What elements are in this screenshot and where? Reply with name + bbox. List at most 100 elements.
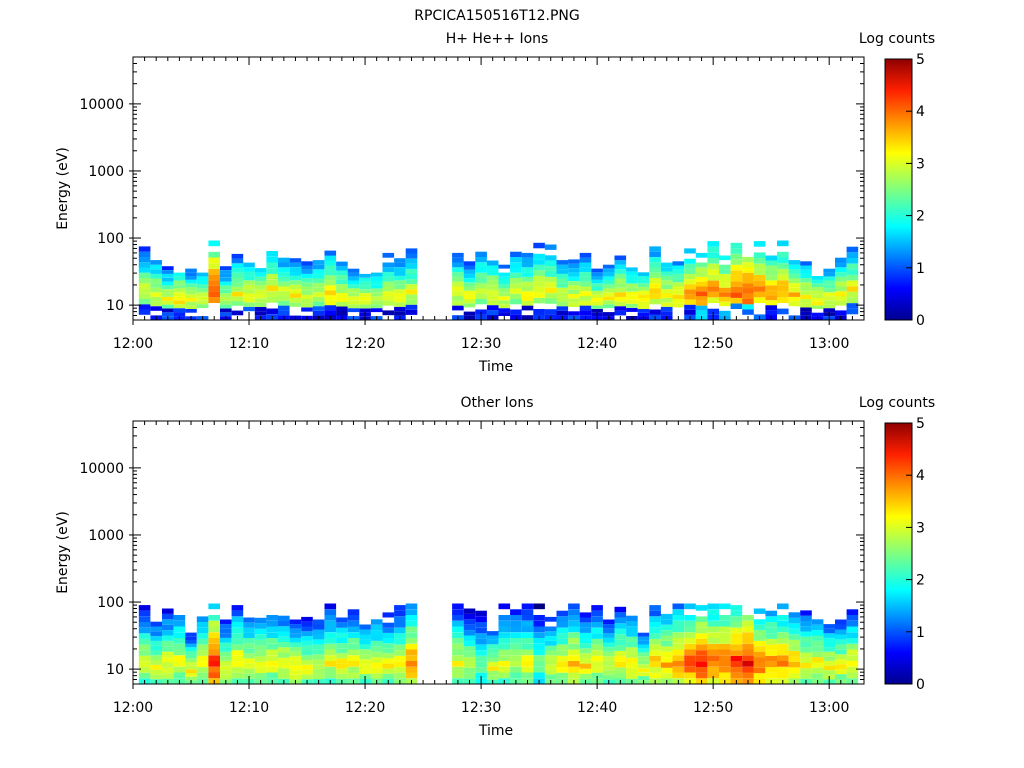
- spectrogram-cell: [347, 288, 360, 293]
- spectrogram-cell: [231, 282, 244, 287]
- spectrogram-cell: [846, 258, 859, 264]
- spectrogram-cell: [823, 276, 835, 281]
- spectrogram-cell: [162, 651, 174, 658]
- spectrogram-cell: [486, 295, 499, 301]
- spectrogram-cell: [254, 276, 267, 281]
- spectrogram-cell: [637, 640, 650, 645]
- spectrogram-cell: [846, 615, 859, 621]
- spectrogram-cell: [452, 672, 464, 679]
- spectrogram-cell: [463, 635, 476, 641]
- spectrogram-cell: [602, 272, 615, 277]
- spectrogram-cell: [382, 281, 395, 287]
- spectrogram-cell: [614, 273, 627, 279]
- y-tick-label: 100: [97, 595, 124, 611]
- spectrogram-cell: [672, 290, 685, 295]
- spectrogram-cell: [185, 279, 197, 284]
- spectrogram-cell: [138, 638, 151, 645]
- spectrogram-cell: [684, 672, 696, 679]
- spectrogram-cell: [533, 275, 545, 282]
- spectrogram-cell: [521, 643, 534, 650]
- spectrogram-cell: [162, 308, 174, 313]
- spectrogram-cell: [231, 605, 244, 611]
- colorbar: 0 1 2 3 4 5 Log counts: [859, 395, 935, 693]
- spectrogram-cell: [614, 255, 627, 261]
- spectrogram-cell: [301, 299, 313, 304]
- spectrogram-cell: [324, 626, 337, 633]
- spectrogram-cell: [730, 633, 743, 639]
- spectrogram-cell: [452, 276, 464, 282]
- spectrogram-cell: [324, 661, 337, 667]
- spectrogram-cell: [684, 655, 696, 661]
- spectrogram-cell: [568, 311, 580, 316]
- spectrogram-cell: [602, 628, 615, 634]
- spectrogram-cell: [695, 267, 708, 273]
- spectrogram-cell: [684, 603, 696, 610]
- spectrogram-cell: [359, 277, 371, 282]
- spectrogram-cell: [243, 632, 255, 638]
- spectrogram-cell: [324, 632, 337, 638]
- spectrogram-cell: [220, 273, 232, 278]
- spectrogram-cell: [347, 292, 360, 297]
- spectrogram-cell: [452, 296, 464, 301]
- spectrogram-cell: [278, 305, 290, 311]
- spectrogram-cell: [382, 276, 395, 282]
- spectrogram-cell: [672, 620, 685, 627]
- spectrogram-cell: [568, 638, 580, 644]
- spectrogram-cell: [660, 651, 673, 658]
- spectrogram-cell: [788, 661, 801, 668]
- spectrogram-cell: [220, 281, 232, 286]
- spectrogram-cell: [336, 638, 348, 644]
- spectrogram-cell: [544, 645, 557, 651]
- spectrogram-cell: [835, 296, 847, 301]
- spectrogram-cell: [486, 275, 499, 281]
- spectrogram-cell: [243, 302, 255, 307]
- colorbar-tick-label: 1: [916, 261, 925, 277]
- plot-frame: [132, 420, 865, 685]
- spectrogram-cell: [324, 672, 337, 679]
- spectrogram-cell: [452, 638, 464, 644]
- spectrogram-cell: [324, 649, 337, 656]
- spectrogram-cell: [382, 267, 395, 273]
- spectrogram-cell: [800, 663, 812, 669]
- spectrogram-cell: [626, 668, 638, 674]
- spectrogram-cell: [312, 273, 325, 279]
- spectrogram-cell: [614, 260, 627, 265]
- spectrogram-cell: [266, 279, 278, 286]
- spectrogram-cell: [196, 650, 209, 656]
- spectrogram-cell: [649, 283, 661, 289]
- spectrogram-cell: [394, 633, 406, 639]
- spectrogram-cell: [846, 649, 859, 656]
- spectrogram-cell: [602, 637, 615, 643]
- spectrogram-cell: [243, 622, 255, 628]
- spectrogram-cell: [463, 311, 476, 316]
- spectrogram-cell: [220, 642, 232, 648]
- spectrogram-cell: [660, 640, 673, 647]
- spectrogram-cell: [243, 306, 255, 312]
- spectrogram-cell: [544, 626, 557, 632]
- spectrogram-cell: [591, 305, 603, 309]
- spectrogram-cell: [243, 280, 255, 285]
- spectrogram-cell: [475, 299, 487, 305]
- spectrogram-cell: [405, 672, 418, 679]
- spectrogram-cell: [289, 271, 302, 276]
- spectrogram-cell: [208, 274, 220, 281]
- spectrogram-cell: [208, 672, 220, 679]
- spectrogram-cell: [788, 612, 801, 618]
- spectrogram-cell: [695, 281, 708, 287]
- spectrogram-cell: [800, 620, 812, 627]
- spectrogram-cell: [336, 288, 348, 293]
- spectrogram-cell: [649, 267, 661, 273]
- spectrogram-cell: [556, 283, 569, 288]
- spectrogram-cell: [719, 638, 731, 644]
- spectrogram-cell: [254, 639, 267, 646]
- spectrogram-cell: [684, 289, 696, 295]
- spectrogram-cell: [498, 296, 511, 301]
- spectrogram-cell: [486, 675, 499, 680]
- spectrogram-cell: [672, 609, 685, 615]
- spectrogram-cell: [568, 632, 580, 638]
- spectrogram-cell: [498, 264, 511, 269]
- spectrogram-cell: [579, 612, 592, 618]
- spectrogram-cell: [382, 632, 395, 638]
- spectrogram-cell: [150, 306, 162, 311]
- y-tick-label: 10000: [79, 97, 124, 113]
